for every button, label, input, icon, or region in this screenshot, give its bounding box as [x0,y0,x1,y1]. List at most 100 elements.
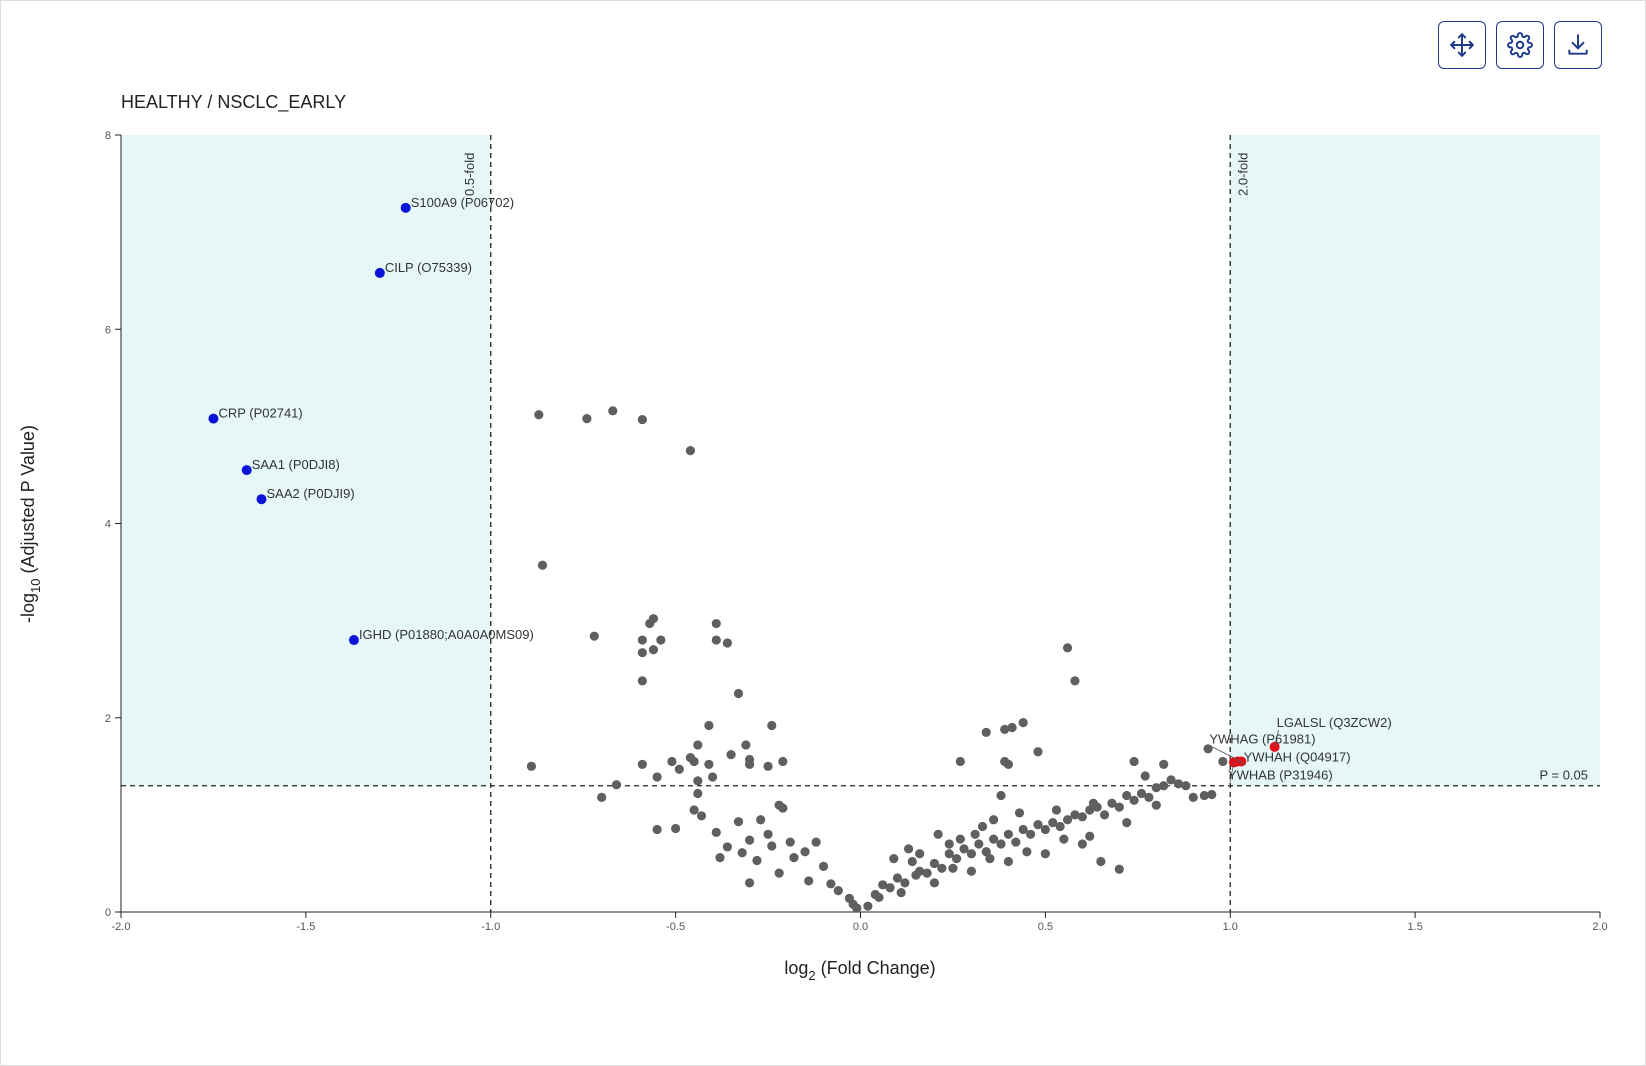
protein-point[interactable] [1159,781,1169,791]
protein-point[interactable] [637,676,647,686]
protein-point[interactable] [597,792,607,802]
protein-point[interactable] [989,815,999,825]
protein-point[interactable] [804,876,814,886]
protein-point[interactable] [1173,779,1184,789]
protein-point[interactable] [1003,856,1014,867]
protein-point[interactable] [929,878,940,888]
protein-point[interactable] [744,878,755,888]
protein-point[interactable] [1181,781,1191,791]
protein-point[interactable] [900,878,910,888]
protein-point[interactable] [970,829,980,839]
protein-point[interactable] [1159,759,1169,769]
protein-point[interactable] [826,879,836,889]
down-regulated-point[interactable] [374,267,385,278]
protein-point[interactable] [1199,790,1209,801]
protein-point[interactable] [966,849,977,859]
protein-point[interactable] [1000,724,1010,735]
protein-point[interactable] [722,638,732,648]
protein-point[interactable] [878,880,888,890]
protein-point[interactable] [704,759,714,769]
protein-point[interactable] [1122,818,1132,828]
protein-point[interactable] [611,780,622,790]
protein-point[interactable] [929,858,940,869]
protein-point[interactable] [985,853,995,864]
protein-point[interactable] [1018,824,1028,835]
settings-button[interactable] [1496,21,1544,69]
protein-point[interactable] [1033,747,1043,757]
protein-point[interactable] [952,853,962,864]
protein-point[interactable] [996,839,1006,849]
protein-point[interactable] [737,848,747,858]
down-regulated-point[interactable] [208,413,219,424]
protein-point[interactable] [774,868,784,878]
protein-point[interactable] [922,868,932,878]
protein-point[interactable] [996,790,1006,801]
protein-point[interactable] [744,759,755,769]
protein-point[interactable] [741,740,751,750]
protein-point[interactable] [1022,847,1032,857]
protein-point[interactable] [966,866,977,876]
protein-point[interactable] [1207,789,1217,800]
protein-point[interactable] [907,856,917,867]
protein-point[interactable] [744,835,755,845]
protein-point[interactable] [811,837,821,847]
protein-point[interactable] [711,635,721,645]
protein-point[interactable] [892,873,903,883]
protein-point[interactable] [1088,798,1099,808]
protein-point[interactable] [637,635,647,645]
protein-point[interactable] [977,821,988,832]
protein-point[interactable] [1203,744,1213,754]
protein-point[interactable] [637,414,647,425]
protein-point[interactable] [863,901,873,911]
protein-point[interactable] [767,841,777,851]
protein-point[interactable] [645,618,655,629]
protein-point[interactable] [1018,718,1028,728]
protein-point[interactable] [1048,818,1058,828]
protein-point[interactable] [1059,834,1069,844]
down-regulated-point[interactable] [348,635,359,646]
protein-point[interactable] [689,756,699,767]
protein-point[interactable] [763,829,773,839]
protein-point[interactable] [733,817,744,827]
protein-point[interactable] [833,886,843,896]
protein-point[interactable] [704,720,714,731]
protein-point[interactable] [1166,775,1176,785]
protein-point[interactable] [1040,824,1050,835]
protein-point[interactable] [981,727,991,737]
down-regulated-point[interactable] [256,494,267,505]
protein-point[interactable] [778,803,788,813]
protein-point[interactable] [955,756,965,767]
protein-point[interactable] [1077,839,1087,849]
protein-point[interactable] [1096,856,1106,867]
protein-point[interactable] [722,842,732,852]
protein-point[interactable] [1055,821,1065,832]
protein-point[interactable] [1114,864,1124,874]
protein-point[interactable] [1014,808,1025,818]
protein-point[interactable] [693,740,703,750]
protein-point[interactable] [1070,676,1080,686]
protein-point[interactable] [648,645,659,655]
protein-point[interactable] [1033,819,1043,830]
protein-point[interactable] [652,824,662,835]
protein-point[interactable] [789,853,799,863]
protein-point[interactable] [537,560,548,570]
protein-point[interactable] [852,903,862,913]
protein-point[interactable] [689,805,699,815]
protein-point[interactable] [1040,849,1050,859]
protein-point[interactable] [637,648,647,658]
protein-point[interactable] [948,863,958,873]
protein-point[interactable] [785,837,795,847]
protein-point[interactable] [696,811,707,821]
protein-point[interactable] [937,863,947,873]
protein-point[interactable] [715,853,725,863]
protein-point[interactable] [955,834,965,844]
protein-point[interactable] [1122,790,1132,801]
protein-point[interactable] [693,776,703,786]
protein-point[interactable] [1085,805,1095,815]
protein-point[interactable] [1062,643,1073,653]
protein-point[interactable] [1003,829,1014,839]
protein-point[interactable] [1114,802,1124,812]
protein-point[interactable] [933,829,943,839]
protein-point[interactable] [778,756,788,767]
protein-point[interactable] [1151,800,1161,810]
